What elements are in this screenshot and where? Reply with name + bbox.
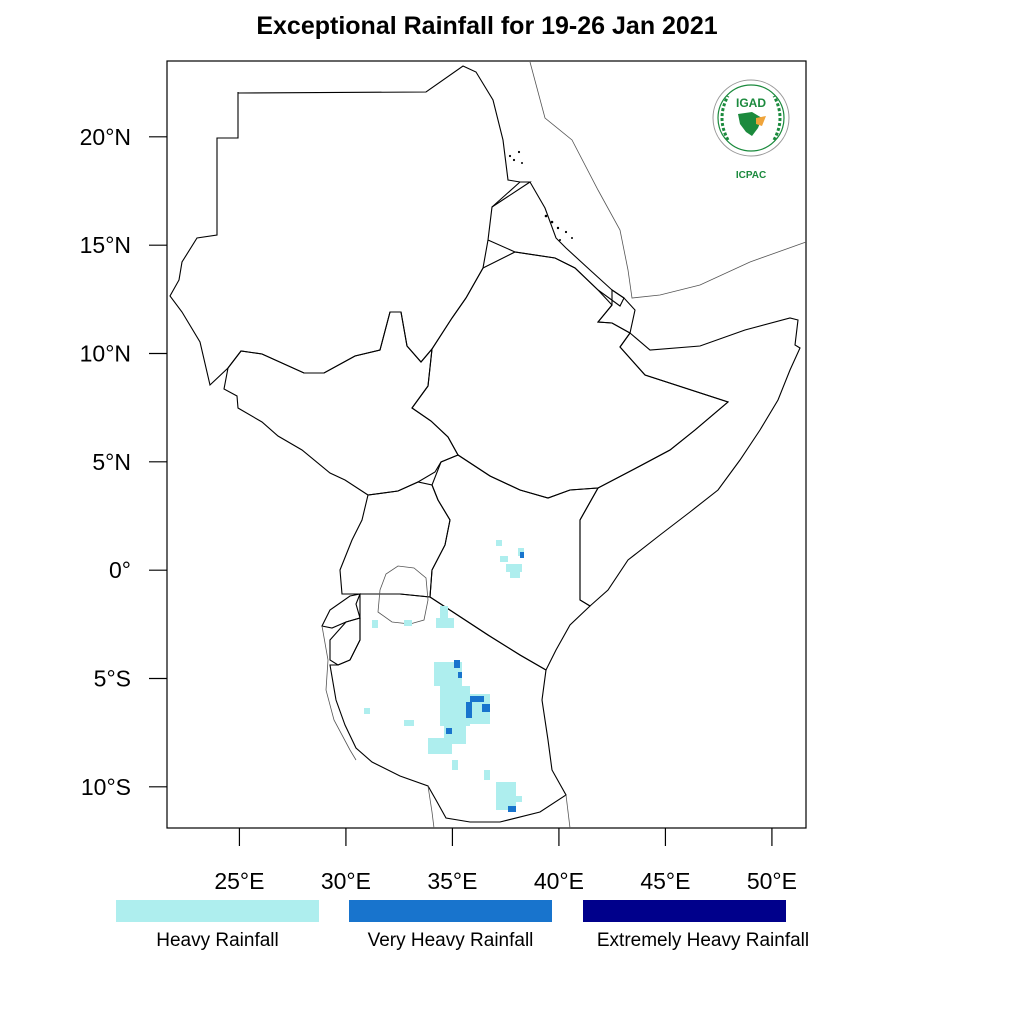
legend-swatch-very-heavy (349, 900, 552, 922)
burundi-outline (329, 617, 361, 666)
y-tick-label: 20°N (80, 124, 131, 150)
y-tick-label: 15°N (80, 232, 131, 258)
somalia-outline (579, 317, 801, 607)
logo-top-text: IGAD (736, 96, 766, 110)
very-heavy-rainfall-cells (446, 552, 524, 812)
djibouti-outline (596, 288, 636, 334)
y-axis: 20°N 15°N 10°N 5°N 0° 5°S 10°S (80, 124, 167, 800)
south-sudan-outline (223, 311, 459, 496)
country-borders (169, 65, 801, 823)
y-tick-label: 10°S (81, 774, 131, 800)
logo-bottom-text: ICPAC (736, 170, 766, 181)
lake-victoria (377, 565, 429, 625)
map-frame (166, 60, 807, 829)
legend-label-heavy: Heavy Rainfall (156, 930, 279, 951)
uganda-outline (339, 481, 451, 598)
legend-label-very-heavy: Very Heavy Rainfall (367, 930, 534, 951)
rwanda-outline (321, 593, 361, 629)
ethiopia-outline (411, 251, 730, 499)
red-sea-islands (508, 150, 573, 241)
sudan-outline (169, 65, 532, 387)
x-tick-label: 50°E (747, 868, 797, 894)
legend-swatch-heavy (116, 900, 319, 922)
x-tick-label: 45°E (640, 868, 690, 894)
y-tick-label: 10°N (80, 341, 131, 367)
igad-icpac-logo: IGAD ICPAC (712, 79, 790, 181)
x-tick-label: 30°E (321, 868, 371, 894)
legend-swatch-extremely-heavy (583, 900, 786, 922)
legend-label-extremely-heavy: Extremely Heavy Rainfall (596, 930, 810, 951)
x-tick-label: 35°E (427, 868, 477, 894)
thin-coast-lines (321, 61, 807, 829)
x-axis: 25°E 30°E 35°E 40°E 45°E 50°E (214, 828, 797, 894)
y-tick-label: 5°N (92, 449, 131, 475)
tanzania-outline (329, 593, 567, 823)
y-tick-label: 5°S (94, 666, 131, 692)
x-tick-label: 25°E (214, 868, 264, 894)
map-title: Exceptional Rainfall for 19-26 Jan 2021 (256, 12, 718, 40)
y-tick-label: 0° (109, 557, 131, 583)
x-tick-label: 40°E (534, 868, 584, 894)
kenya-outline (429, 454, 599, 671)
